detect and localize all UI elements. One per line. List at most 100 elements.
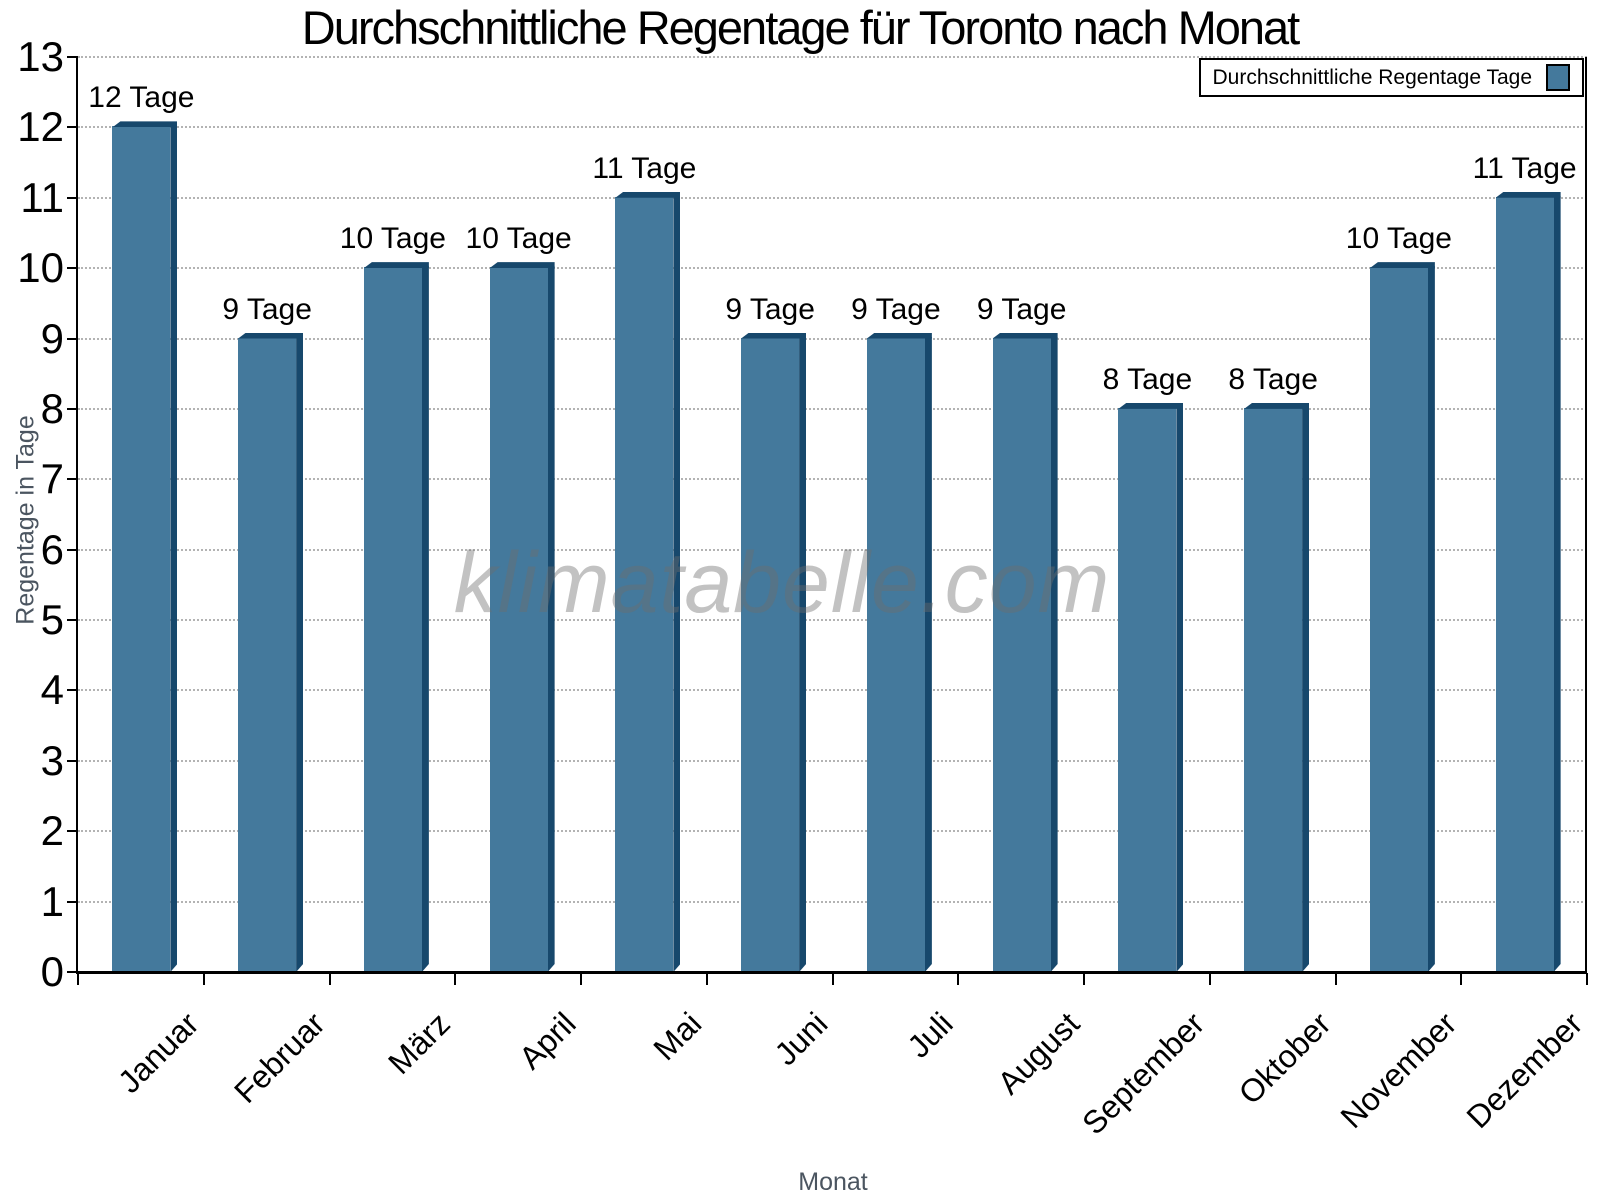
x-axis-category-label: Januar [110,1005,206,1100]
y-axis-tick-label: 4 [40,666,64,714]
bar-value-label: 9 Tage [222,292,312,326]
chart-title: Durchschnittliche Regentage für Toronto … [301,1,1300,54]
bar-face [238,337,297,972]
x-axis-tick [957,973,960,985]
y-axis-tick-label: 13 [17,33,64,80]
bar [1244,402,1310,972]
gridline [78,689,1587,692]
gridline [78,759,1587,762]
bar-face [866,337,925,972]
y-axis-tick [67,830,78,833]
bar [489,262,555,972]
bar-right-edge [1428,266,1435,972]
bar-right-edge [296,337,303,972]
y-axis-tick [67,619,78,622]
legend-label: Durchschnittliche Regentage Tage [1212,65,1532,89]
gridline [78,900,1587,903]
x-axis-category-label: Mai [646,1005,709,1068]
bar-face [741,337,800,972]
bar-value-label: 10 Tage [1345,222,1452,256]
y-axis-tick-label: 3 [40,736,64,784]
gridline [78,478,1587,481]
x-axis-tick [831,973,834,985]
bar-top-edge [1369,262,1435,269]
legend: Durchschnittliche Regentage Tage [1198,58,1584,97]
y-axis-tick-label: 12 [17,103,64,151]
bar [1369,262,1435,972]
y-axis-tick [67,56,78,58]
bar-face [1369,267,1428,972]
bar [615,191,681,972]
bar [866,332,932,972]
bar-face [489,267,548,972]
y-axis-tick [67,971,78,973]
gridline [78,619,1587,622]
y-axis-tick-label: 6 [40,525,64,573]
bar-top-edge [1118,402,1184,409]
bar-right-edge [673,196,680,972]
gridline [78,126,1587,129]
bar-value-label: 10 Tage [465,222,572,256]
x-axis-tick [1334,973,1337,985]
bar-top-edge [1244,402,1310,409]
bar [1118,402,1184,972]
bar-face [992,337,1051,972]
y-axis-tick-label: 8 [40,384,64,432]
bar-top-edge [238,332,304,339]
y-axis-tick [67,267,78,270]
y-axis-tick [67,759,78,762]
x-axis-category-label: Oktober [1231,1005,1338,1112]
x-axis-tick [705,973,708,985]
gridline [78,407,1587,410]
bar-value-label: 11 Tage [592,151,697,185]
x-axis-tick [580,973,582,985]
bar [112,121,178,972]
bar-top-edge [489,262,555,269]
y-axis-tick-label: 5 [40,596,64,644]
y-axis-title: Regentage in Tage [11,415,40,625]
bar-right-edge [1302,407,1309,972]
bar-right-edge [548,266,555,972]
x-axis-tick [1208,973,1211,985]
y-axis-tick-label: 11 [20,173,64,221]
bar-value-label: 8 Tage [1102,362,1193,396]
bar-right-edge [170,125,177,972]
bar-right-edge [925,337,932,972]
bar [1495,191,1561,972]
y-axis-tick-label: 1 [40,877,64,925]
x-axis-title: Monat [798,1168,868,1196]
bar [992,332,1058,972]
y-axis-tick-label: 2 [40,807,64,855]
gridline [78,196,1587,199]
y-axis-tick [67,337,78,340]
bar-face [1244,407,1303,972]
bar-value-label: 9 Tage [976,292,1067,326]
gridline [78,56,1587,58]
bar-top-edge [1495,191,1561,198]
gridline [78,830,1587,833]
bar-top-edge [363,262,429,269]
bar-top-edge [992,332,1058,339]
bar [363,262,429,972]
bar-top-edge [112,121,178,128]
bar-right-edge [422,266,429,972]
x-axis-category-label: Juni [767,1005,835,1073]
y-axis-tick [67,478,78,481]
bar-value-label: 10 Tage [339,222,446,256]
bar-right-edge [799,337,806,972]
bar-value-label: 9 Tage [851,292,941,326]
bar-top-edge [741,332,807,339]
x-axis-tick [1083,973,1085,985]
bar-top-edge [866,332,932,339]
x-axis-category-label: Dezember [1459,1005,1589,1136]
legend-color-swatch-icon [1546,64,1570,91]
y-axis-tick-label: 10 [17,244,64,292]
y-axis-tick [67,126,78,129]
bar-right-edge [1554,196,1561,972]
gridline [78,267,1587,270]
bar-value-label: 11 Tage [1472,151,1577,185]
x-axis-category-label: September [1075,1005,1212,1142]
y-axis-tick [67,548,78,551]
